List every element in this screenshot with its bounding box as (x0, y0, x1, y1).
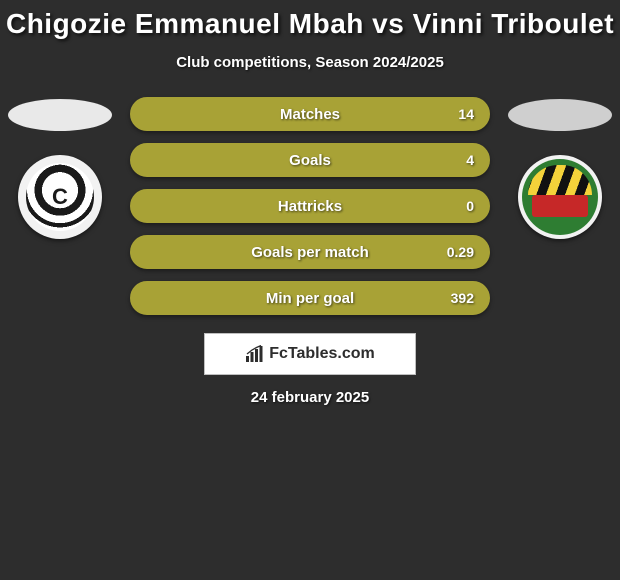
date-label: 24 february 2025 (0, 389, 620, 406)
comparison-card: Chigozie Emmanuel Mbah vs Vinni Triboule… (0, 0, 620, 406)
right-column: Ботевъ (508, 99, 612, 239)
stat-value: 4 (466, 152, 474, 168)
page-title: Chigozie Emmanuel Mbah vs Vinni Triboule… (0, 8, 620, 40)
club-left-crest-icon: C (26, 163, 94, 231)
stat-row-goals-per-match: Goals per match 0.29 (130, 235, 490, 269)
club-left-badge: C (18, 155, 102, 239)
stat-row-min-per-goal: Min per goal 392 (130, 281, 490, 315)
page-subtitle: Club competitions, Season 2024/2025 (0, 54, 620, 71)
stat-row-hattricks: Hattricks 0 (130, 189, 490, 223)
stat-row-goals: Goals 4 (130, 143, 490, 177)
stat-value: 0 (466, 198, 474, 214)
stat-value: 0.29 (447, 244, 474, 260)
player-right-avatar (508, 99, 612, 131)
bar-chart-icon (245, 345, 265, 363)
stats-column: Matches 14 Goals 4 Hattricks 0 Goals per… (112, 97, 508, 315)
brand-badge[interactable]: FcTables.com (204, 333, 416, 375)
main-row: C Matches 14 Goals 4 Hattricks 0 Goals p… (0, 99, 620, 315)
stat-value: 392 (451, 290, 474, 306)
stat-label: Matches (280, 106, 340, 123)
brand-text: FcTables.com (269, 345, 375, 363)
stat-row-matches: Matches 14 (130, 97, 490, 131)
stat-value: 14 (458, 106, 474, 122)
club-right-badge: Ботевъ (518, 155, 602, 239)
club-right-label: Ботевъ (522, 197, 598, 208)
stat-label: Hattricks (278, 198, 342, 215)
club-right-crest-icon: Ботевъ (522, 159, 598, 235)
stat-label: Goals per match (251, 244, 369, 261)
stat-label: Min per goal (266, 290, 354, 307)
player-left-avatar (8, 99, 112, 131)
left-column: C (8, 99, 112, 239)
stat-label: Goals (289, 152, 331, 169)
